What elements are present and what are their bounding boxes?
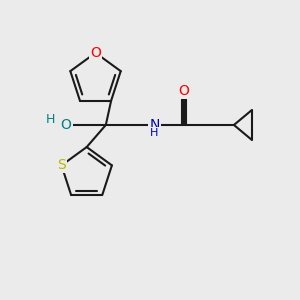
- Text: O: O: [90, 46, 101, 60]
- Text: H: H: [150, 128, 159, 138]
- Text: O: O: [61, 118, 71, 132]
- Text: S: S: [57, 158, 66, 172]
- Text: O: O: [178, 84, 189, 98]
- Text: H: H: [46, 113, 56, 126]
- Text: N: N: [149, 118, 160, 132]
